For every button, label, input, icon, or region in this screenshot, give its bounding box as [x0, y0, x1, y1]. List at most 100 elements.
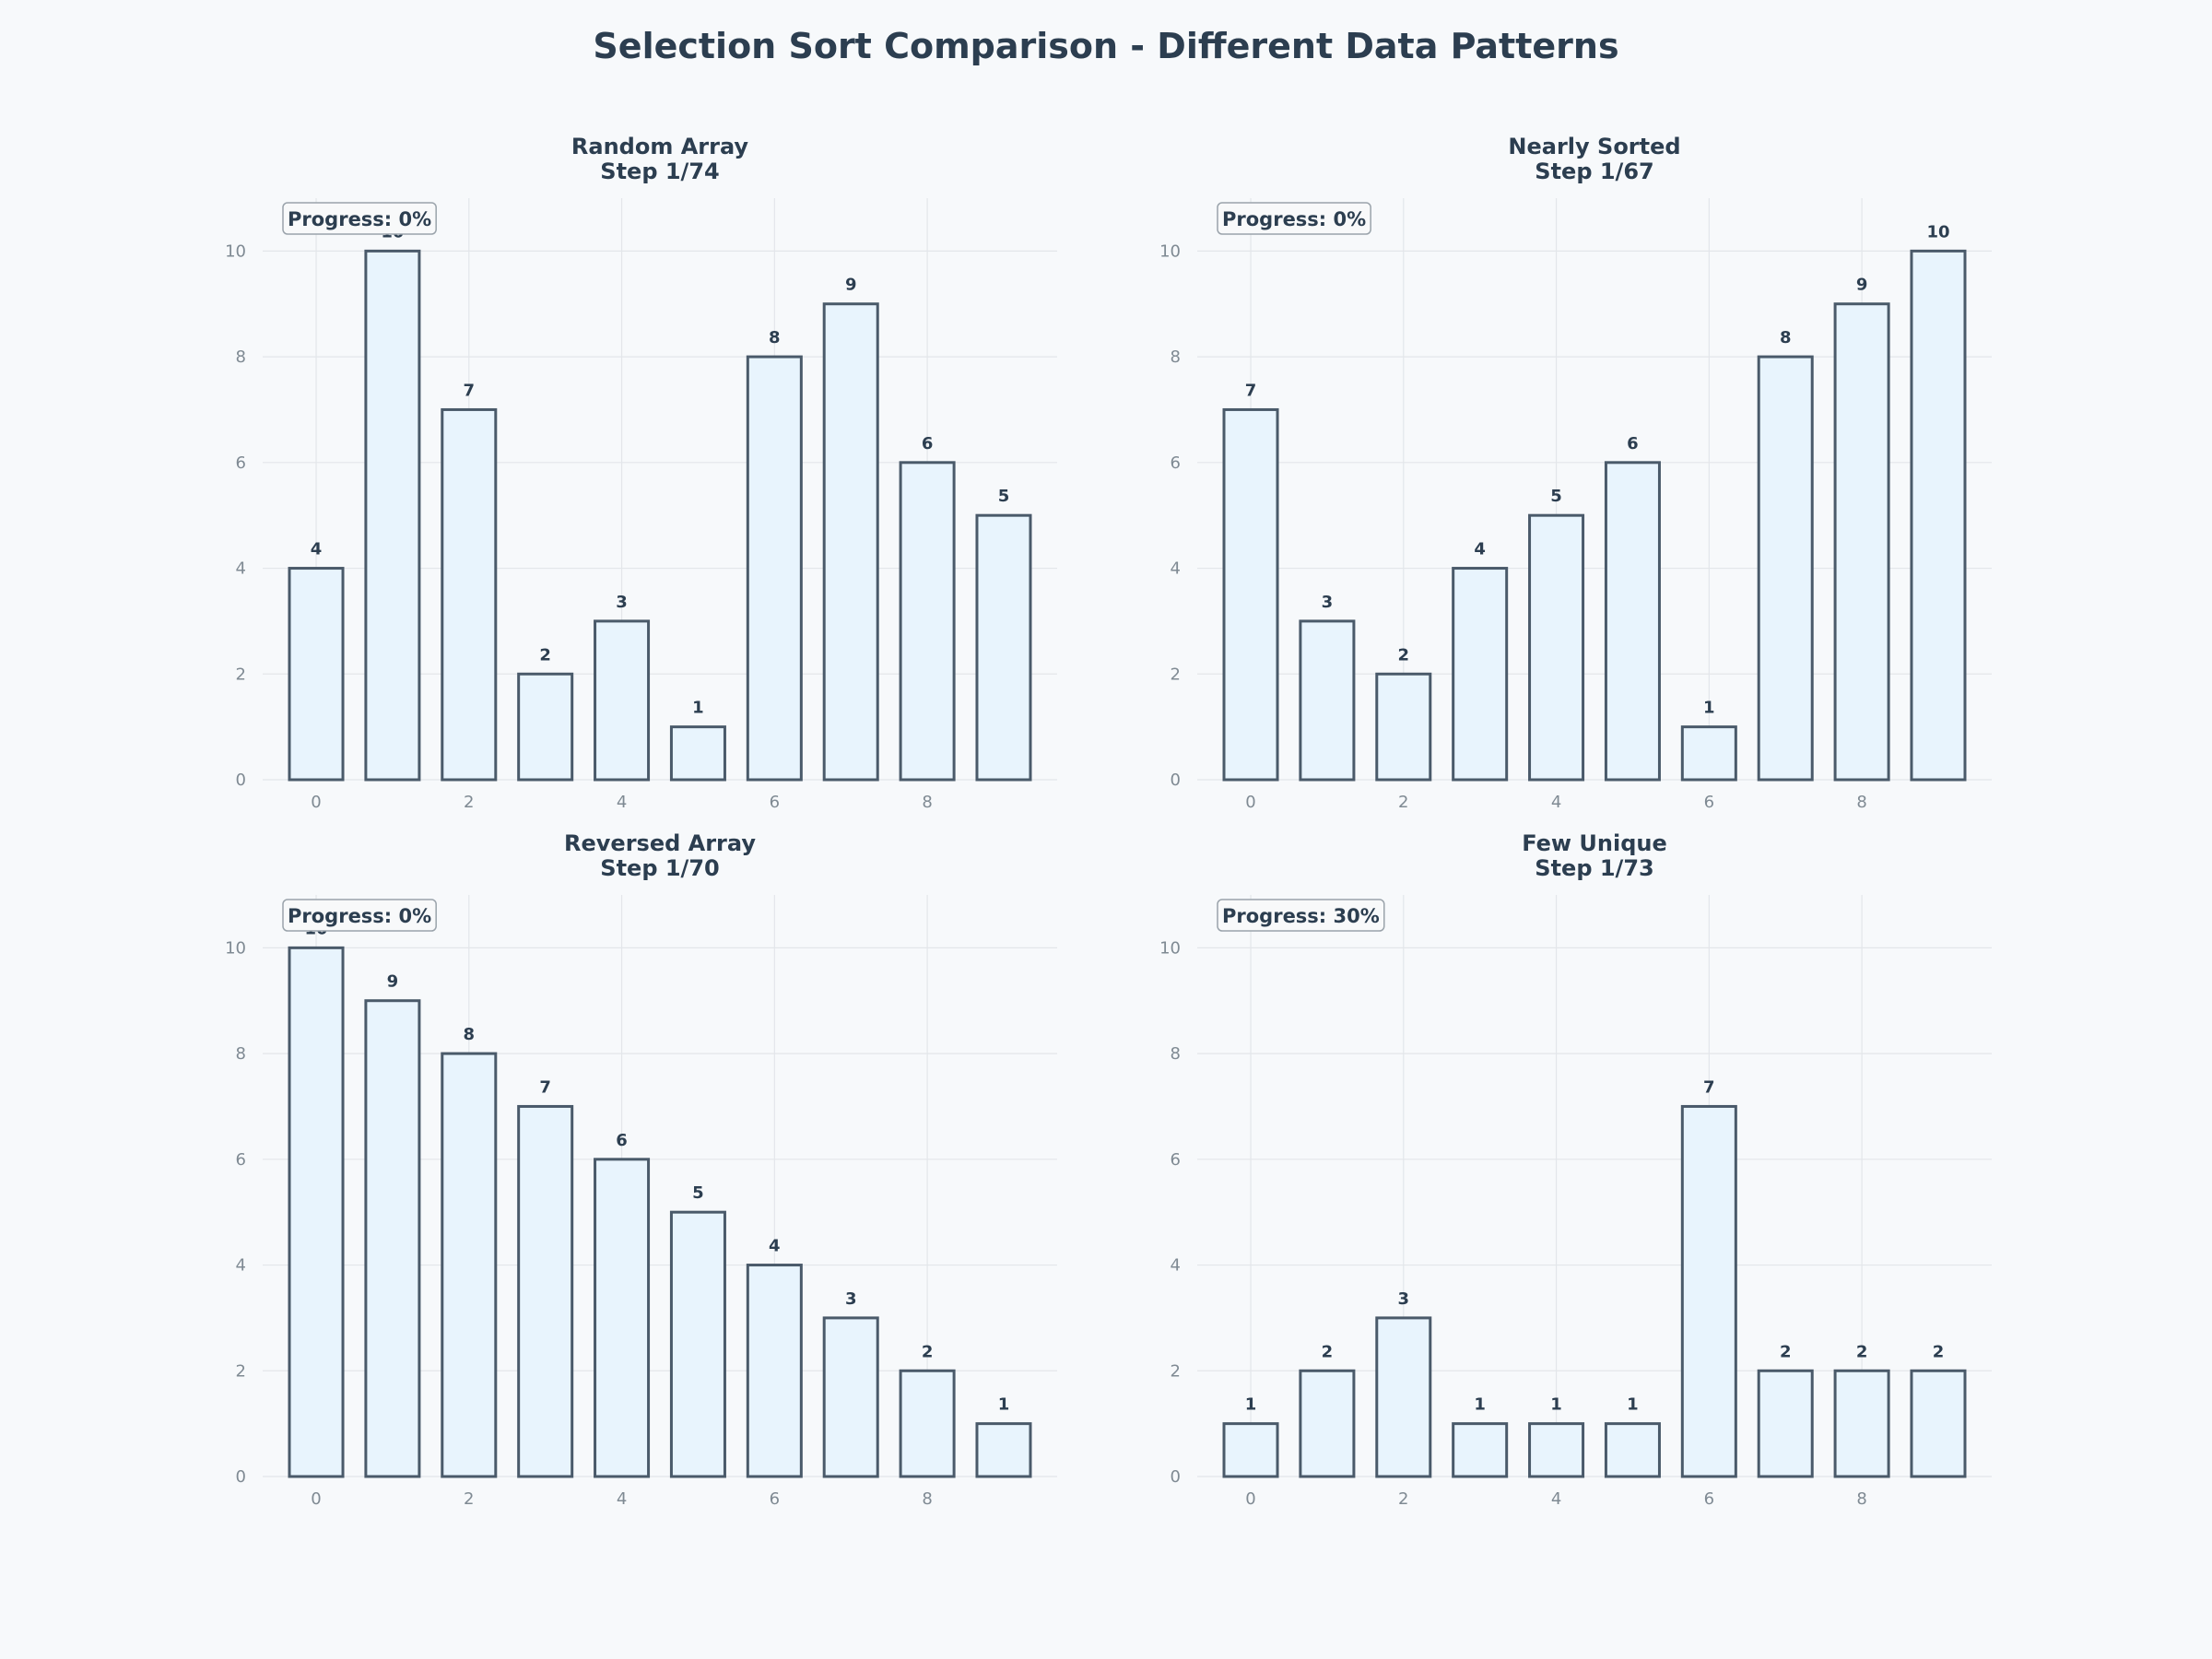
bar [1833, 302, 1890, 782]
bar-value-label: 3 [845, 1289, 857, 1309]
bar [1833, 1369, 1890, 1478]
bar-value-label: 1 [1245, 1395, 1257, 1415]
bar [1375, 1316, 1432, 1478]
progress-text: Progress: 0% [288, 208, 431, 230]
progress-badge-box [282, 899, 437, 932]
bar [1604, 1422, 1661, 1478]
subplot-step: Step 1/67 [1535, 159, 1653, 184]
subplot-step: Step 1/73 [1535, 855, 1653, 881]
progress-badge: Progress: 0% [282, 202, 437, 235]
subplot-step: Step 1/70 [600, 855, 719, 881]
y-tick-label: 10 [1159, 241, 1181, 261]
bar [1528, 1422, 1585, 1478]
y-tick-label: 6 [236, 1150, 246, 1170]
y-tick-label: 4 [1171, 559, 1181, 579]
bar-value-label: 8 [1780, 328, 1792, 347]
bar [441, 407, 498, 782]
bar [1299, 619, 1356, 782]
x-tick-label: 6 [1704, 793, 1714, 812]
bar [1604, 461, 1661, 782]
bar [1757, 1369, 1814, 1478]
x-tick-label: 2 [464, 793, 474, 812]
bar-value-label: 8 [464, 1025, 476, 1044]
bar [1452, 567, 1509, 782]
bar-value-label: 2 [1398, 645, 1410, 665]
bar-value-label: 2 [1933, 1342, 1945, 1361]
y-tick-label: 2 [1171, 665, 1181, 684]
y-tick-label: 4 [1171, 1256, 1181, 1276]
bar-value-label: 8 [769, 328, 781, 347]
y-tick-label: 2 [236, 665, 246, 684]
bar [1680, 725, 1737, 782]
y-tick-label: 6 [1171, 1150, 1181, 1170]
bar [899, 461, 956, 782]
bar-value-label: 2 [1780, 1342, 1792, 1361]
bar-value-label: 9 [387, 972, 399, 992]
progress-badge: Progress: 0% [282, 899, 437, 932]
x-tick-label: 4 [1551, 793, 1561, 812]
x-tick-label: 0 [1245, 793, 1255, 812]
bar [1680, 1104, 1737, 1478]
bar [822, 302, 879, 782]
x-tick-label: 0 [311, 793, 321, 812]
bar-value-label: 1 [692, 699, 704, 718]
bar-value-label: 1 [998, 1395, 1010, 1415]
bar [1299, 1369, 1356, 1478]
progress-badge-box [1217, 202, 1371, 235]
bar [746, 1264, 803, 1478]
bar-value-label: 3 [1398, 1289, 1410, 1309]
bar-value-label: 2 [539, 645, 551, 665]
y-tick-label: 10 [225, 241, 246, 261]
x-tick-label: 2 [1398, 793, 1408, 812]
bar-value-label: 1 [1627, 1395, 1639, 1415]
bar-value-label: 4 [311, 540, 323, 559]
bar [669, 725, 726, 782]
figure-title: Selection Sort Comparison - Different Da… [593, 26, 1618, 66]
bar-value-label: 6 [922, 434, 934, 453]
progress-text: Progress: 0% [1222, 208, 1366, 230]
subplot-step: Step 1/74 [600, 159, 719, 184]
bar [517, 672, 574, 782]
subplot-title: Nearly Sorted [1508, 134, 1680, 159]
y-tick-label: 8 [1171, 1044, 1181, 1064]
bar-value-label: 10 [1926, 222, 1949, 241]
progress-text: Progress: 30% [1222, 905, 1380, 927]
x-tick-label: 6 [770, 793, 780, 812]
x-tick-label: 4 [617, 1489, 627, 1509]
bar [669, 1210, 726, 1478]
bar-value-label: 7 [1245, 381, 1257, 400]
bar-value-label: 5 [692, 1183, 704, 1203]
bar-value-label: 4 [769, 1237, 781, 1256]
bar [1222, 1422, 1279, 1478]
subplot-title: Few Unique [1522, 830, 1667, 856]
bar [1452, 1422, 1509, 1478]
bar-value-label: 2 [1856, 1342, 1868, 1361]
y-tick-label: 2 [1171, 1361, 1181, 1381]
x-tick-label: 2 [464, 1489, 474, 1509]
y-tick-label: 8 [1171, 347, 1181, 367]
bar [364, 999, 421, 1478]
bar [517, 1104, 574, 1478]
bar-value-label: 7 [464, 381, 476, 400]
x-tick-label: 2 [1398, 1489, 1408, 1509]
x-tick-label: 8 [922, 1489, 932, 1509]
bar [1910, 1369, 1967, 1478]
bar-value-label: 6 [616, 1131, 628, 1150]
x-tick-label: 6 [770, 1489, 780, 1509]
x-tick-label: 8 [1856, 1489, 1866, 1509]
bar-value-label: 6 [1627, 434, 1639, 453]
bar-value-label: 9 [1856, 276, 1868, 295]
bar [822, 1316, 879, 1478]
y-tick-label: 4 [236, 1256, 246, 1276]
bar [1528, 513, 1585, 782]
subplot-title: Reversed Array [564, 830, 756, 856]
y-tick-label: 8 [236, 1044, 246, 1064]
bar-value-label: 5 [998, 487, 1010, 506]
x-tick-label: 8 [922, 793, 932, 812]
bar-value-label: 4 [1474, 540, 1486, 559]
bar [1222, 407, 1279, 782]
bar-value-label: 7 [1703, 1077, 1715, 1097]
